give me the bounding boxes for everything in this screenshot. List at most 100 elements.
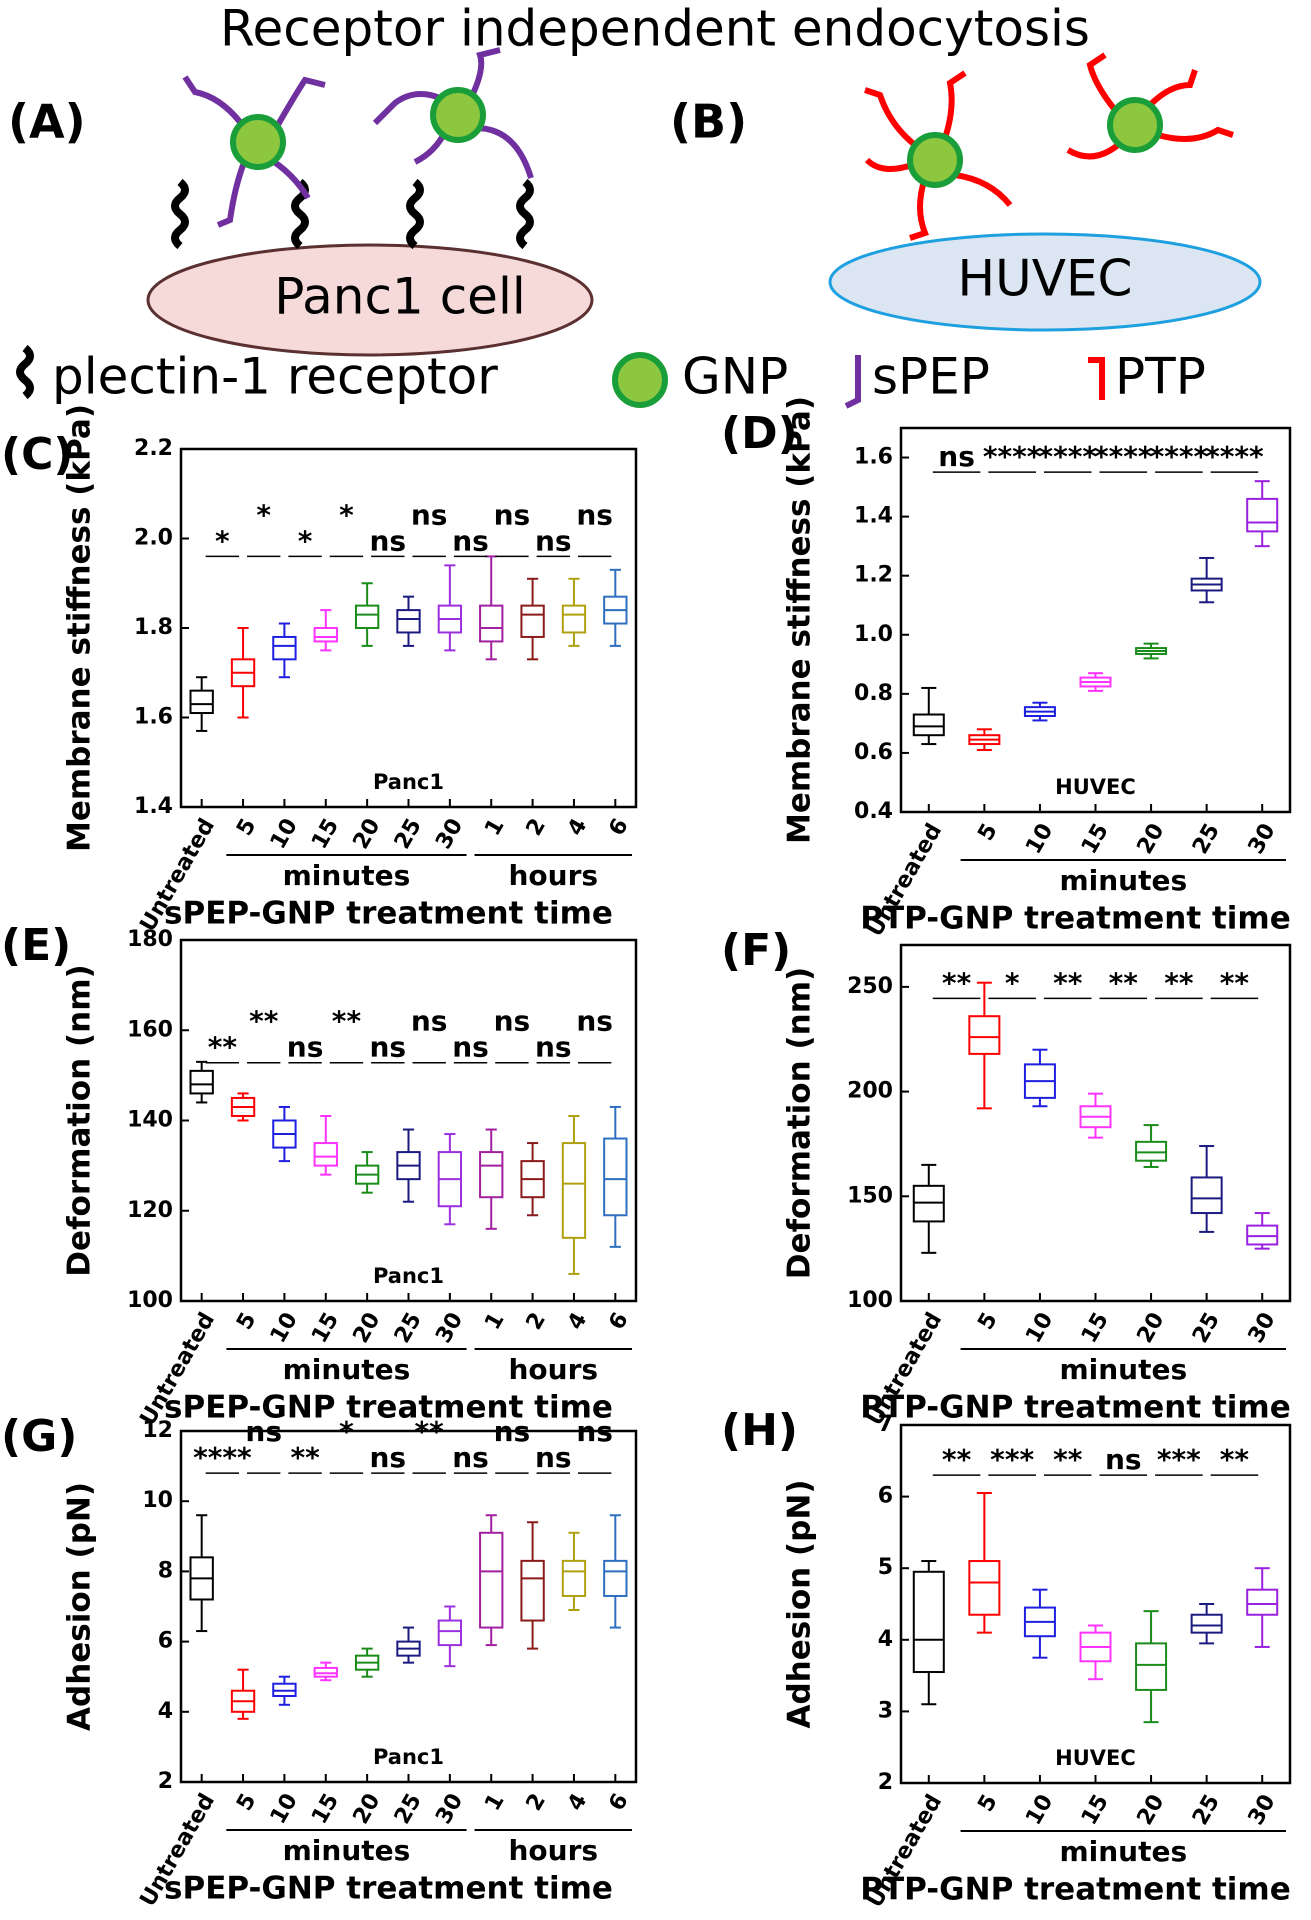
significance-label: ns <box>494 1415 531 1448</box>
y-axis-label: Deformation (nm) <box>782 967 818 1279</box>
x-tick-label: 6 <box>604 1790 633 1816</box>
significance-label: ns <box>576 1415 613 1448</box>
y-tick-label: 1.8 <box>134 615 173 640</box>
x-tick-label: 15 <box>1077 1309 1114 1348</box>
x-tick-label: 25 <box>390 1790 427 1829</box>
significance-label: * <box>298 524 313 557</box>
x-tick-label: 15 <box>307 1309 344 1348</box>
panel-label: (C) <box>1 429 74 480</box>
significance-label: **** <box>983 440 1042 473</box>
plot-frame <box>179 938 638 1303</box>
x-tick-label: 20 <box>349 1790 386 1829</box>
panel-label: (A) <box>8 95 86 149</box>
panel-label: (G) <box>1 1411 77 1462</box>
x-tick-label: 1 <box>480 815 509 841</box>
y-tick-label: 4 <box>878 1627 893 1652</box>
y-tick-label: 140 <box>127 1108 173 1133</box>
panel-label: (D) <box>721 408 798 459</box>
panel-label: (B) <box>670 95 747 149</box>
legend-icon <box>1088 357 1105 400</box>
legend-label: sPEP <box>872 348 990 406</box>
box <box>1246 1224 1279 1246</box>
group-label: minutes <box>1059 1353 1187 1386</box>
x-tick-label: 30 <box>431 1790 468 1829</box>
y-tick-label: 1.4 <box>134 794 173 819</box>
gnp <box>430 87 486 143</box>
x-tick-label: 20 <box>349 1309 386 1348</box>
annotation: Panc1 <box>373 770 444 794</box>
y-axis-label: Membrane stiffness (kPa) <box>782 396 818 844</box>
plot-frame <box>179 447 638 809</box>
x-tick-label: 2 <box>522 815 551 841</box>
y-tick-label: 120 <box>127 1198 173 1223</box>
ptp <box>864 52 1234 241</box>
diagram-title: Receptor independent endocytosis <box>220 0 1090 58</box>
diagram: Receptor independent endocytosis (A) (B)… <box>8 0 1262 409</box>
significance-label: ** <box>249 1005 279 1038</box>
plot-frame <box>899 426 1292 814</box>
x-tick-label: 25 <box>1188 1309 1225 1348</box>
box <box>968 1560 1001 1616</box>
y-tick-label: 2 <box>878 1770 893 1795</box>
y-tick-label: 4 <box>158 1699 173 1724</box>
y-tick-label: 8 <box>158 1558 173 1583</box>
gnp <box>907 132 963 188</box>
x-tick-label: 15 <box>1077 1791 1114 1830</box>
x-axis-label: sPEP-GNP treatment time <box>164 896 613 932</box>
x-tick-label: 4 <box>563 815 592 841</box>
x-tick-label: 25 <box>1188 820 1225 859</box>
x-tick-label: 20 <box>1133 1309 1170 1348</box>
significance-label: ** <box>1164 966 1194 999</box>
x-tick-label: 25 <box>1188 1791 1225 1830</box>
annotation: Panc1 <box>373 1264 444 1288</box>
x-tick-label: 15 <box>307 815 344 854</box>
x-tick-label: 20 <box>1133 1791 1170 1830</box>
x-tick-label: 30 <box>431 1309 468 1348</box>
annotation: Panc1 <box>373 1745 444 1769</box>
x-tick-label: 5 <box>232 1790 261 1816</box>
box <box>479 1531 504 1629</box>
x-tick-label: 25 <box>390 1309 427 1348</box>
legend-icon <box>612 352 668 408</box>
legend-label: GNP <box>682 348 788 406</box>
y-tick-label: 1.4 <box>854 504 893 529</box>
significance-label: ns <box>494 498 531 531</box>
x-axis-label: sPEP-GNP treatment time <box>164 1871 613 1907</box>
significance-label: ** <box>1220 966 1250 999</box>
x-axis-label: PTP-GNP treatment time <box>860 901 1290 937</box>
box <box>1246 1588 1279 1616</box>
significance-label: **** <box>1038 440 1097 473</box>
y-axis-label: Membrane stiffness (kPa) <box>62 404 98 852</box>
plot-frame <box>899 1423 1292 1785</box>
x-tick-label: 30 <box>1244 820 1281 859</box>
box <box>189 1069 214 1095</box>
significance-label: ** <box>1109 966 1139 999</box>
y-tick-label: 7 <box>878 1412 893 1437</box>
significance-label: ** <box>208 1031 238 1064</box>
group-label: hours <box>508 859 598 892</box>
gnp <box>1107 97 1163 153</box>
y-tick-label: 250 <box>847 974 893 999</box>
y-tick-label: 1.2 <box>854 563 893 588</box>
significance-label: ns <box>452 1441 489 1474</box>
cell-label: Panc1 cell <box>274 268 525 326</box>
y-tick-label: 12 <box>142 1418 173 1443</box>
plot-frame <box>179 1429 638 1784</box>
y-tick-label: 100 <box>847 1288 893 1313</box>
x-axis-label: PTP-GNP treatment time <box>860 1872 1290 1908</box>
significance-label: ns <box>1105 1443 1142 1476</box>
significance-label: ns <box>535 524 572 557</box>
x-tick-label: 2 <box>522 1309 551 1335</box>
box <box>1135 1140 1168 1162</box>
y-tick-label: 200 <box>847 1079 893 1104</box>
y-axis-label: Deformation (nm) <box>62 964 98 1276</box>
x-tick-label: 4 <box>563 1790 592 1816</box>
significance-label: **** <box>1205 440 1264 473</box>
y-tick-label: 6 <box>158 1629 173 1654</box>
significance-label: ** <box>1053 966 1083 999</box>
group-label: minutes <box>1059 864 1187 897</box>
x-tick-label: 10 <box>266 1309 303 1348</box>
group-label: minutes <box>1059 1835 1187 1868</box>
gnp <box>230 114 286 170</box>
box <box>561 1142 587 1239</box>
